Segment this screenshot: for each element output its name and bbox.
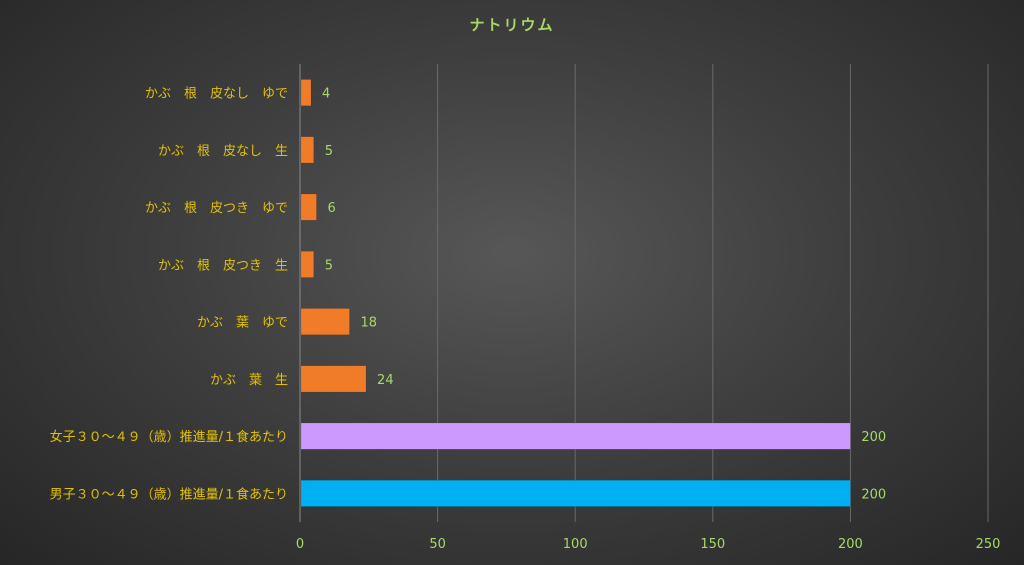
data-label: 200 [861, 430, 886, 445]
chart-title: ナトリウム [469, 16, 555, 34]
x-tick-label: 250 [976, 537, 1001, 552]
data-label: 4 [322, 87, 330, 102]
data-label: 18 [361, 316, 378, 331]
bar [300, 193, 317, 221]
category-label: かぶ 根 皮なし 生 [158, 144, 288, 159]
category-label: 女子３０～４９（歳）推進量/１食あたり [50, 429, 288, 445]
bar [300, 136, 315, 164]
bar [300, 479, 851, 507]
data-label: 200 [861, 487, 886, 502]
x-tick-label: 150 [700, 537, 725, 552]
category-label: かぶ 根 皮なし ゆで [145, 87, 288, 102]
bar [300, 365, 367, 393]
x-tick-label: 100 [563, 537, 588, 552]
category-label: かぶ 根 皮つき 生 [158, 258, 288, 273]
category-label: 男子３０～４９（歳）推進量/１食あたり [50, 486, 288, 502]
data-label: 24 [377, 373, 394, 388]
bar [300, 250, 315, 278]
category-label: かぶ 葉 ゆで [197, 316, 288, 331]
x-tick-label: 0 [296, 537, 304, 552]
data-label: 5 [325, 258, 333, 273]
data-label: 6 [328, 201, 336, 216]
bar [300, 308, 350, 336]
data-label: 5 [325, 144, 333, 159]
x-tick-label: 200 [838, 537, 863, 552]
category-label: かぶ 根 皮つき ゆで [145, 201, 288, 216]
x-tick-label: 50 [429, 537, 446, 552]
bar [300, 79, 312, 107]
category-label: かぶ 葉 生 [210, 373, 288, 388]
bar [300, 422, 851, 450]
